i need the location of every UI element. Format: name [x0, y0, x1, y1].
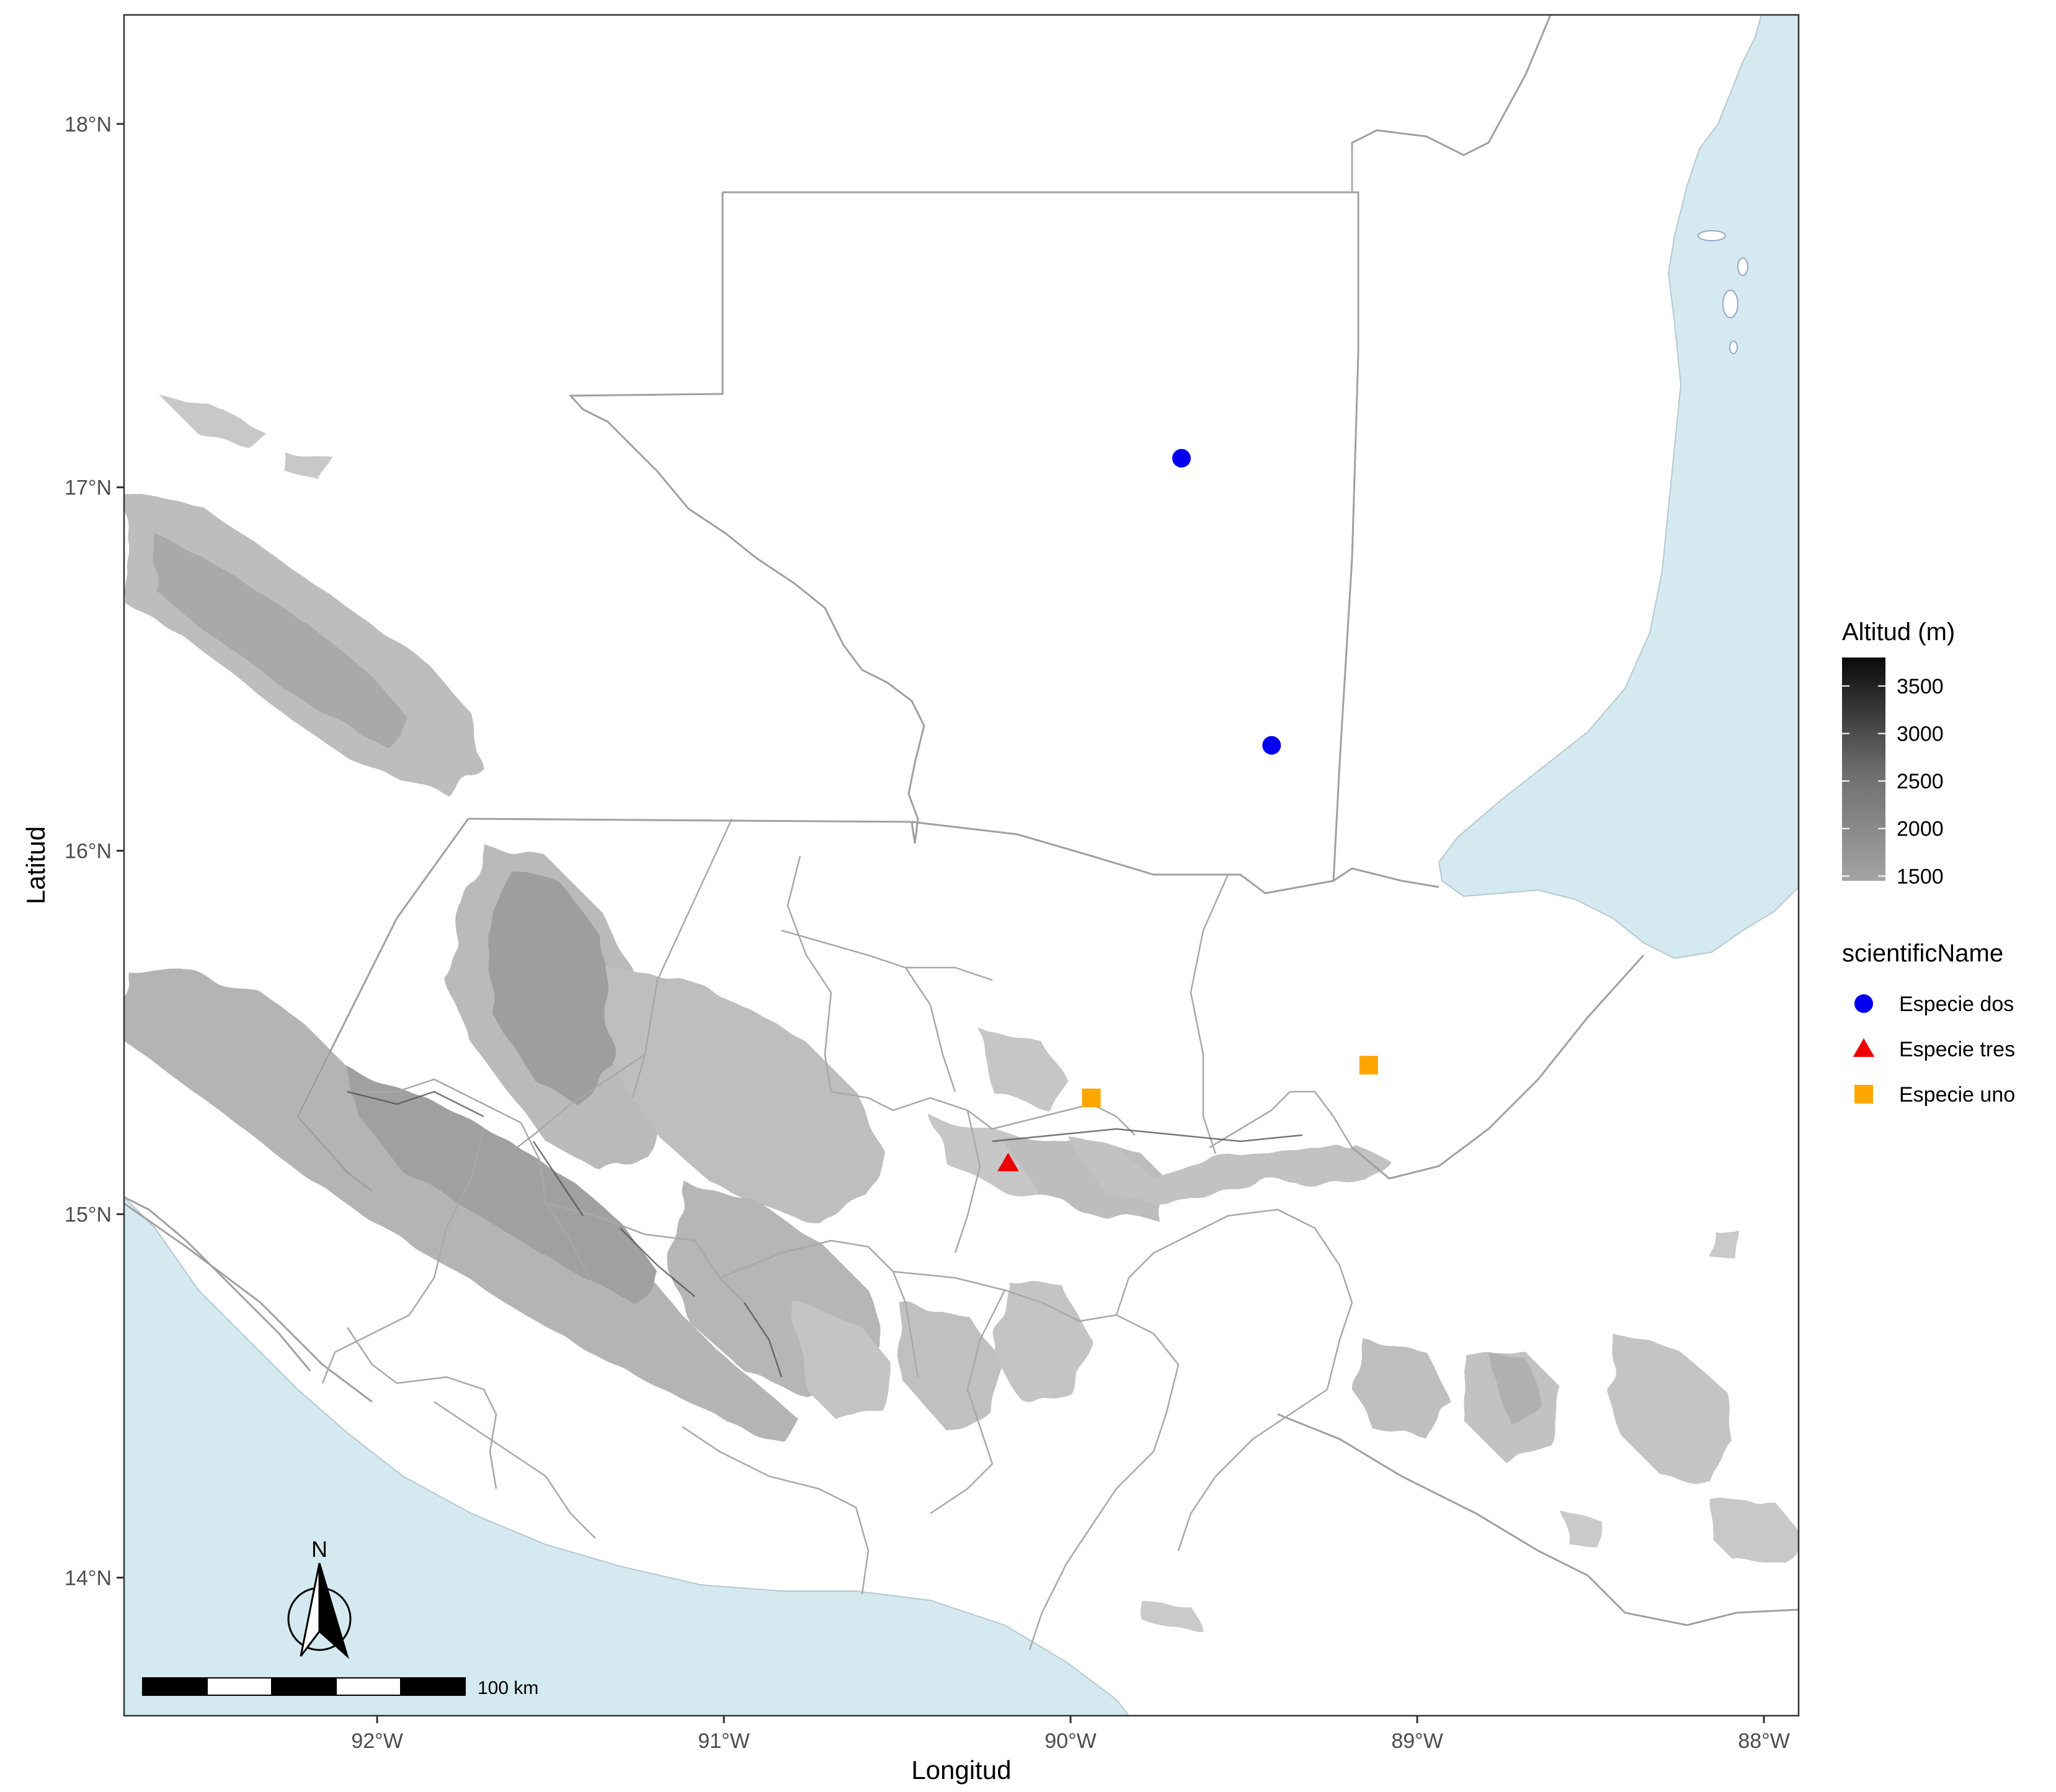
- country-borders: [124, 15, 1799, 1626]
- north-arrow: N: [287, 1536, 352, 1659]
- x-tick-label: 88°W: [1738, 1729, 1790, 1753]
- legend-key-especie-uno: [1854, 1085, 1873, 1103]
- point-especie-dos: [1262, 736, 1281, 755]
- species-legend: scientificName Especie dos Especie tres Es…: [1842, 940, 2015, 1107]
- y-axis-title: Latitud: [21, 826, 50, 904]
- altitude-tick-label: 2500: [1897, 770, 1944, 793]
- legend-label-especie-dos: Especie dos: [1899, 992, 2014, 1016]
- altitude-tick-label: 2000: [1897, 818, 1944, 841]
- department-borders: [321, 818, 1353, 1651]
- pacific-ocean: [124, 1196, 1130, 1716]
- point-especie-tres: [997, 1152, 1019, 1172]
- legend-key-especie-tres: [1853, 1038, 1875, 1057]
- scale-bar-label: 100 km: [478, 1678, 538, 1698]
- x-axis-title: Longitud: [911, 1755, 1011, 1785]
- x-axis: 92°W 91°W 90°W 89°W 88°W: [351, 1716, 1790, 1753]
- x-tick-label: 91°W: [698, 1729, 750, 1753]
- species-points: [997, 448, 1378, 1172]
- map-panel: [123, 14, 1800, 1717]
- panel-border: [123, 14, 1800, 1717]
- altitude-legend-title: Altitud (m): [1842, 618, 1955, 646]
- altitude-tick-label: 3000: [1897, 723, 1944, 746]
- y-tick-label: 15°N: [65, 1203, 112, 1226]
- y-tick-label: 18°N: [65, 113, 112, 136]
- ridge-borders: [347, 1090, 1303, 1378]
- point-especie-uno: [1359, 1056, 1378, 1075]
- altitude-legend-ticks: 3500 3000 2500 2000 1500: [1842, 675, 1944, 888]
- y-axis: 14°N 15°N 16°N 17°N 18°N: [65, 113, 124, 1590]
- altitude-tick-label: 3500: [1897, 675, 1944, 698]
- x-tick-label: 90°W: [1044, 1729, 1097, 1753]
- legend-label-especie-uno: Especie uno: [1899, 1083, 2015, 1107]
- y-tick-label: 14°N: [65, 1566, 112, 1590]
- legend-label-especie-tres: Especie tres: [1899, 1038, 2015, 1061]
- species-legend-title: scientificName: [1842, 940, 2003, 967]
- point-especie-dos: [1172, 448, 1191, 468]
- scale-bar: 100 km: [142, 1677, 538, 1698]
- cays: [1698, 230, 1748, 354]
- altitude-tick-label: 1500: [1897, 865, 1944, 888]
- altitude-colorbar: [1842, 658, 1885, 881]
- caribbean-sea: [1438, 15, 1799, 960]
- altitude-legend: Altitud (m) 3500 3000 2500 2000 1500: [1842, 618, 1955, 888]
- north-arrow-label: N: [311, 1536, 327, 1562]
- legend-key-especie-dos: [1854, 994, 1873, 1013]
- y-tick-label: 16°N: [65, 840, 112, 863]
- point-especie-uno: [1082, 1088, 1101, 1107]
- x-tick-label: 92°W: [351, 1729, 403, 1753]
- x-tick-label: 89°W: [1391, 1729, 1443, 1753]
- y-tick-label: 17°N: [65, 476, 112, 500]
